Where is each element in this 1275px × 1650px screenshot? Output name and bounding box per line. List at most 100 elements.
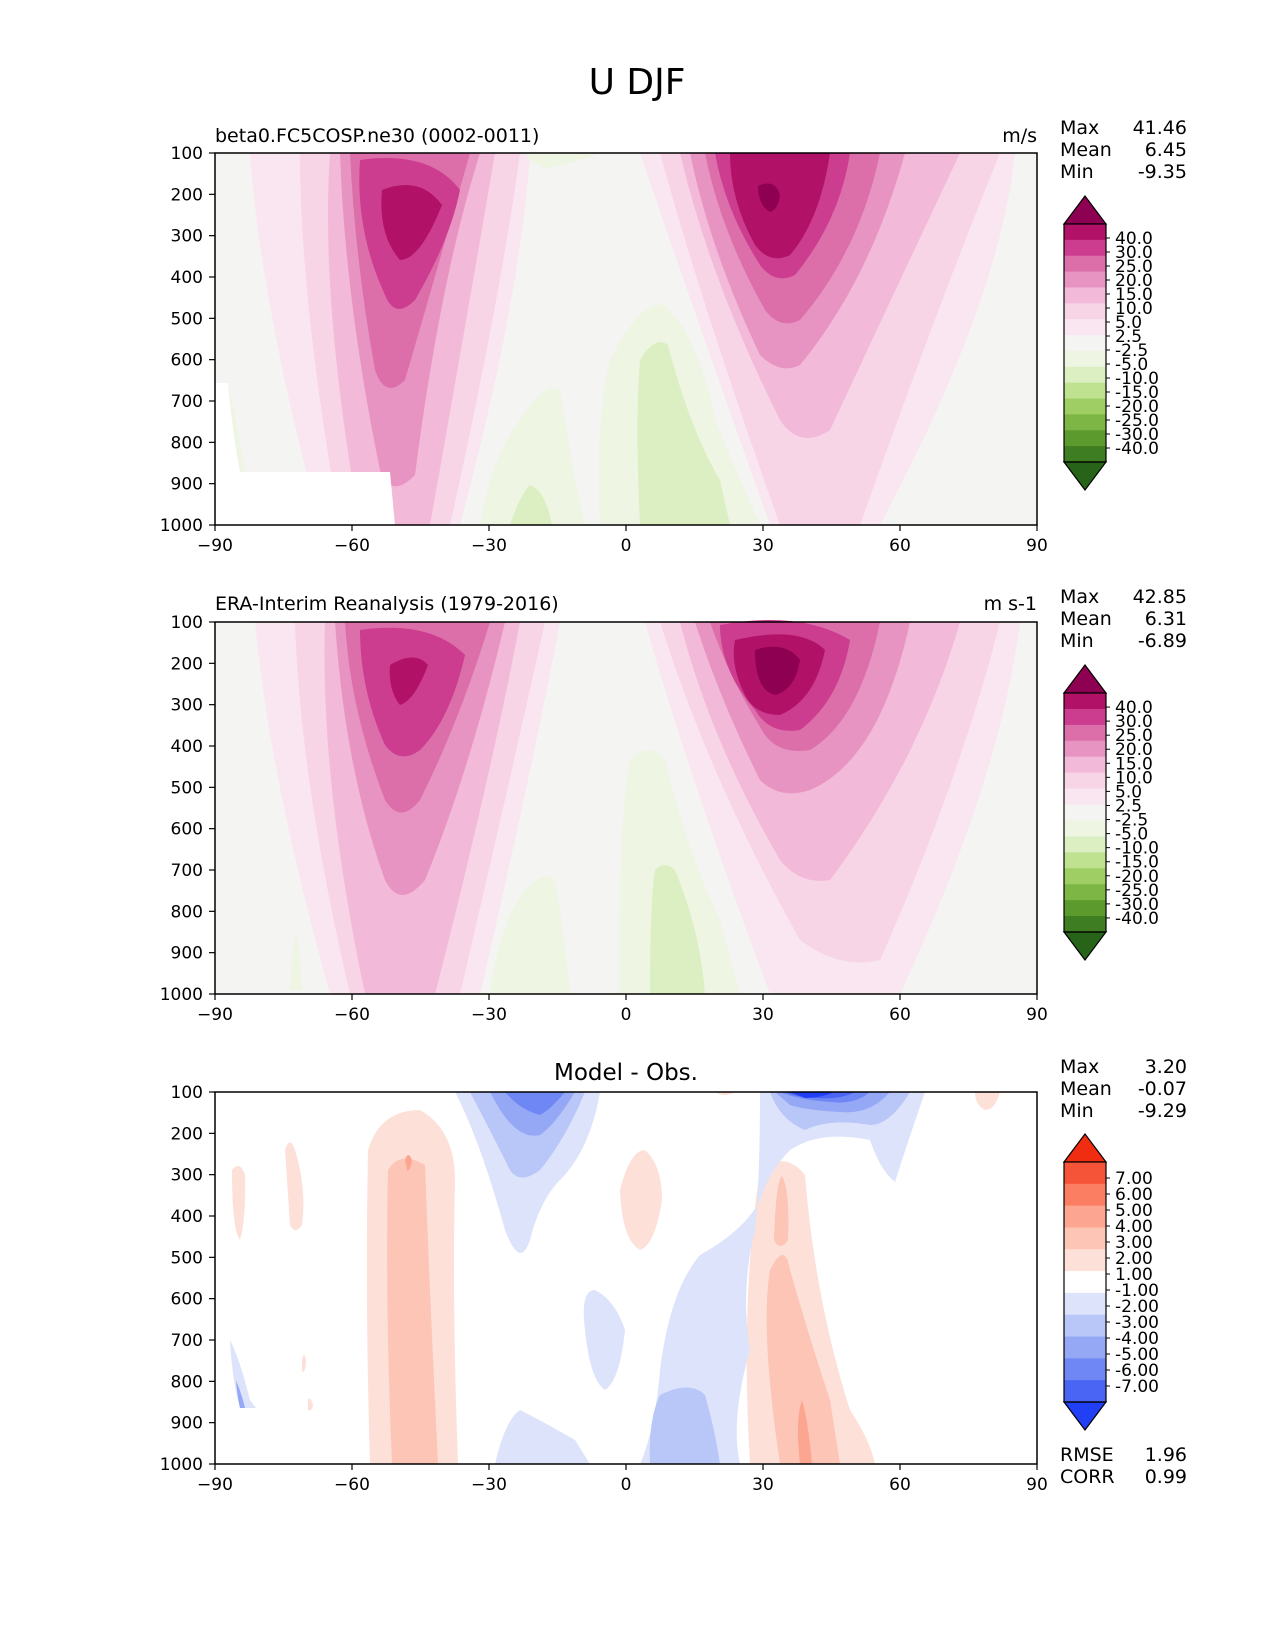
colorbar-label: -40.0 (1115, 909, 1159, 929)
colorbar-swatch (1064, 772, 1106, 790)
colorbar-swatch (1064, 382, 1106, 400)
stat-rmse-label: RMSE (1060, 1444, 1114, 1466)
x-tick-label: 30 (752, 1005, 774, 1025)
panel-model-title: beta0.FC5COSP.ne30 (0002-0011) (215, 125, 539, 147)
panel-obs-field (215, 620, 1037, 994)
stat-max-value: 3.20 (1145, 1056, 1187, 1078)
colorbar-label: -1.00 (1115, 1281, 1159, 1301)
colorbar-swatch (1064, 884, 1106, 901)
colorbar-label: -20.0 (1115, 867, 1159, 887)
colorbar-extend-top (1062, 664, 1108, 694)
y-tick-label: 700 (171, 392, 203, 412)
stat-rmse-value: 1.96 (1145, 1444, 1187, 1466)
stat-mean-label: Mean (1060, 1078, 1112, 1100)
figure-title: U DJF (589, 62, 686, 103)
colorbar-label: -5.00 (1115, 1345, 1159, 1365)
y-tick-label: 100 (171, 1083, 203, 1103)
panel-diff-stats: Max 3.20 Mean -0.07 Min -9.29 RMSE 1.96 … (1060, 1056, 1187, 1488)
colorbar-swatch (1064, 804, 1106, 821)
colorbar-swatch (1064, 1314, 1106, 1338)
colorbar-swatch (1064, 287, 1106, 304)
x-tick-label: 60 (889, 1475, 911, 1495)
x-tick-label: −30 (471, 1005, 507, 1025)
colorbar-swatch (1064, 430, 1106, 447)
x-tick-label: −30 (471, 1475, 507, 1495)
colorbar-extend-top (1062, 195, 1108, 225)
colorbar-swatch (1064, 916, 1106, 933)
colorbar-label: -10.0 (1115, 369, 1159, 389)
colorbar: 40.030.025.020.015.010.05.02.5-2.5-5.0-1… (1062, 195, 1159, 491)
colorbar-swatch (1064, 788, 1106, 806)
y-tick-label: 100 (171, 144, 203, 164)
colorbar-swatch (1064, 1227, 1106, 1250)
y-tick-label: 900 (171, 475, 203, 495)
y-tick-label: 900 (171, 944, 203, 964)
colorbar-swatch (1064, 239, 1106, 257)
colorbar-label: 40.0 (1115, 229, 1153, 249)
stat-max-value: 41.46 (1133, 117, 1187, 139)
colorbar-swatch (1064, 1292, 1106, 1316)
colorbar-label: 20.0 (1115, 740, 1153, 760)
y-tick-label: 500 (171, 309, 203, 329)
colorbar-swatch (1064, 224, 1106, 241)
colorbar-label: 20.0 (1115, 271, 1153, 291)
stat-min-value: -9.29 (1138, 1100, 1187, 1122)
colorbar-swatch (1064, 1380, 1106, 1403)
x-tick-label: −60 (334, 536, 370, 556)
colorbar-label: 4.00 (1115, 1217, 1153, 1237)
colorbar-label: -15.0 (1115, 383, 1159, 403)
stat-mean-label: Mean (1060, 139, 1112, 161)
colorbar-label: 25.0 (1115, 257, 1153, 277)
colorbar-label: 2.5 (1115, 796, 1142, 816)
x-tick-label: 0 (621, 1475, 632, 1495)
colorbar-swatch (1064, 1271, 1106, 1294)
colorbar-swatch (1064, 724, 1106, 742)
colorbar-label: 2.00 (1115, 1249, 1153, 1269)
colorbar-frame (1063, 692, 1107, 933)
x-tick-label: 90 (1026, 536, 1048, 556)
panel-obs-stats: Max 42.85 Mean 6.31 Min -6.89 (1060, 586, 1187, 652)
colorbar-swatch (1064, 350, 1106, 368)
colorbar-swatch (1064, 319, 1106, 336)
colorbar-label: -7.00 (1115, 1377, 1159, 1397)
stat-max-label: Max (1060, 117, 1099, 139)
colorbar-label: 15.0 (1115, 285, 1153, 305)
stat-max-label: Max (1060, 1056, 1099, 1078)
x-tick-label: −30 (471, 536, 507, 556)
panel-diff: Model - Obs. −90 −60 −30 0 30 60 90 100 200 300 40… (160, 1056, 1187, 1495)
colorbar-label: -6.00 (1115, 1361, 1159, 1381)
colorbar-swatch (1064, 1358, 1106, 1381)
x-tick-label: 90 (1026, 1475, 1048, 1495)
colorbar-swatch (1064, 1162, 1106, 1185)
panel-obs-units: m s-1 (984, 593, 1037, 615)
stat-min-label: Min (1060, 161, 1094, 183)
x-tick-label: 90 (1026, 1005, 1048, 1025)
colorbar-label: 7.00 (1115, 1169, 1153, 1189)
colorbar-label: 25.0 (1115, 726, 1153, 746)
colorbar-swatch (1064, 1336, 1106, 1359)
y-tick-label: 400 (171, 737, 203, 757)
y-tick-label: 500 (171, 1248, 203, 1268)
x-tick-label: −90 (197, 1005, 233, 1025)
stat-mean-value: -0.07 (1138, 1078, 1187, 1100)
panel-model-stats: Max 41.46 Mean 6.45 Min -9.35 (1060, 117, 1187, 183)
colorbar-swatch (1064, 868, 1106, 885)
colorbar: 7.006.005.004.003.002.001.00-1.00-2.00-3… (1062, 1133, 1159, 1431)
x-tick-label: 0 (621, 536, 632, 556)
colorbar-swatch (1064, 303, 1106, 320)
y-tick-label: 800 (171, 433, 203, 453)
y-tick-label: 300 (171, 1166, 203, 1186)
y-tick-label: 600 (171, 1290, 203, 1310)
y-tick-label: 700 (171, 861, 203, 881)
x-tick-label: 30 (752, 1475, 774, 1495)
colorbar-label: 5.0 (1115, 313, 1142, 333)
colorbar-frame (1063, 223, 1107, 463)
colorbar-label: 10.0 (1115, 299, 1153, 319)
colorbar-label: -30.0 (1115, 425, 1159, 445)
colorbar-label: -2.00 (1115, 1297, 1159, 1317)
colorbar-swatch (1064, 693, 1106, 710)
y-tick-label: 400 (171, 268, 203, 288)
y-tick-label: 400 (171, 1207, 203, 1227)
colorbar-label: 3.00 (1115, 1233, 1153, 1253)
